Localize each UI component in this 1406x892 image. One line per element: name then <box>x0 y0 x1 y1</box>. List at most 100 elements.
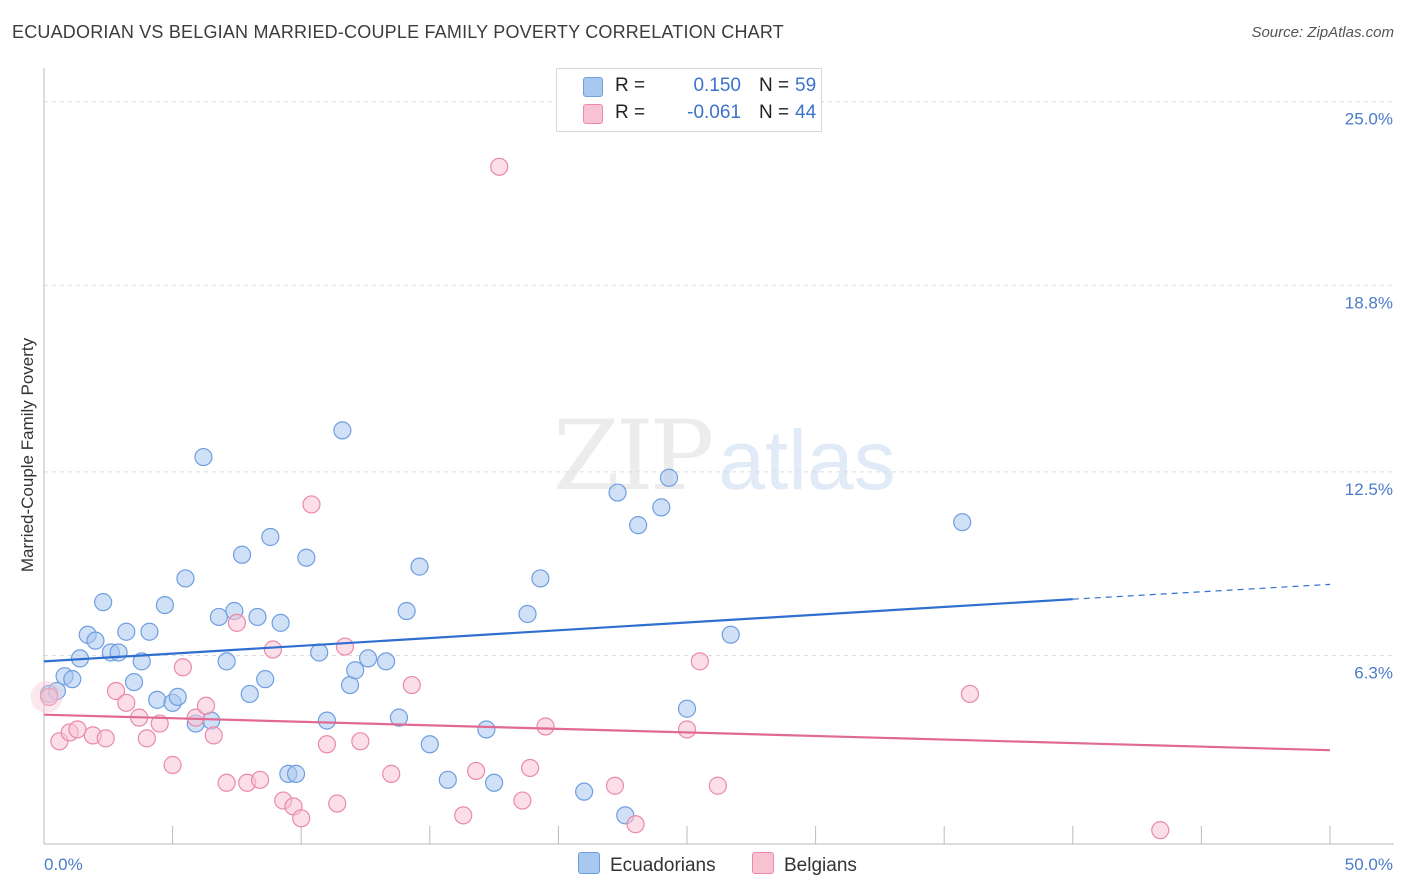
legend-n-value: 59 <box>795 75 817 96</box>
ecuadorian-point <box>659 468 679 487</box>
ecuadorian-point <box>176 569 195 588</box>
belgian-point <box>402 675 421 695</box>
belgian-point <box>960 684 980 704</box>
chart-title: ECUADORIAN VS BELGIAN MARRIED-COUPLE FAM… <box>12 22 784 42</box>
legend-r-label: R = <box>615 102 646 123</box>
ecuadorian-point <box>376 652 396 671</box>
legend-r-value: 0.150 <box>693 75 741 96</box>
bottom-legend-swatch-belgians <box>752 852 774 874</box>
belgian-point <box>466 761 486 781</box>
ecuadorian-point <box>240 684 259 704</box>
ecuadorian-trend-line <box>43 598 1073 663</box>
ecuadorian-point <box>124 672 144 692</box>
ecuadorian-point <box>194 447 213 467</box>
watermark: ZIPatlas <box>553 400 896 512</box>
legend-n-label: N = <box>759 75 790 96</box>
belgian-point <box>40 687 59 706</box>
ecuadorian-point <box>286 764 306 783</box>
belgian-point <box>292 809 311 828</box>
legend-n-label: N = <box>759 102 790 123</box>
watermark-zip: ZIP <box>553 400 714 512</box>
ecuadorian-point <box>420 735 439 754</box>
belgian-point <box>163 755 182 775</box>
belgian-point <box>626 815 645 834</box>
y-tick-label: 25.0% <box>1345 110 1393 129</box>
ecuadorian-point <box>677 699 697 718</box>
belgian-point <box>150 714 169 733</box>
belgian-trend-line <box>43 713 1331 752</box>
y-tick-label: 12.5% <box>1345 480 1393 499</box>
source-label: Source: ZipAtlas.com <box>1251 24 1394 41</box>
ecuadorian-point <box>629 516 648 535</box>
ecuadorian-point <box>256 670 275 689</box>
ecuadorian-point <box>438 770 457 789</box>
belgian-point <box>513 791 532 810</box>
ecuadorian-point <box>132 652 151 671</box>
ecuadorian-point <box>217 652 236 671</box>
ecuadorian-point <box>721 625 740 644</box>
belgian-point <box>351 732 370 751</box>
ecuadorian-point <box>86 631 105 650</box>
belgian-point <box>335 637 355 656</box>
belgian-point <box>690 652 709 671</box>
belgian-point <box>677 720 697 739</box>
legend-swatch-belgians <box>583 104 603 124</box>
y-tick-label: 18.8% <box>1345 293 1393 312</box>
bottom-legend-swatch-ecuadorians <box>578 852 600 874</box>
ecuadorian-point <box>148 690 167 709</box>
legend-r-value: -0.061 <box>687 102 741 123</box>
belgian-point <box>521 758 540 778</box>
ecuadorian-trend-extension <box>1072 583 1331 600</box>
belgian-point <box>173 658 192 677</box>
bottom-legend-label: Belgians <box>784 855 857 876</box>
ecuadorian-point <box>518 604 537 624</box>
ecuadorian-point <box>109 643 128 662</box>
cluster-blob <box>30 680 63 713</box>
ecuadorian-point <box>117 622 136 641</box>
belgian-point <box>1151 821 1170 840</box>
bottom-legend-label: Ecuadorians <box>610 855 716 876</box>
ecuadorian-point <box>168 687 187 706</box>
belgian-point <box>536 717 555 736</box>
belgian-point <box>263 640 283 659</box>
ecuadorian-point <box>155 596 174 615</box>
ecuadorian-point <box>485 773 504 792</box>
belgian-point <box>96 729 115 748</box>
belgian-point <box>382 764 401 783</box>
legend-r-label: R = <box>615 75 646 96</box>
legend-n-value: 44 <box>795 102 817 123</box>
correlation-legend: R = 0.150 N = 59 R = -0.061 N = 44 <box>556 68 822 132</box>
belgian-point <box>217 773 236 792</box>
ecuadorian-point <box>261 527 280 547</box>
ecuadorian-point <box>297 548 316 567</box>
belgian-point <box>117 693 136 712</box>
ecuadorian-point <box>94 593 113 612</box>
ecuadorian-point <box>346 661 365 680</box>
x-tick-label: 50.0% <box>1345 855 1393 874</box>
ecuadorian-point <box>358 649 378 668</box>
ecuadorian-point <box>953 513 972 532</box>
belgian-point <box>68 720 87 739</box>
belgian-point <box>302 495 321 514</box>
bottom-legend-ecuadorians: Ecuadorians <box>578 852 716 877</box>
ecuadorian-point <box>477 720 496 739</box>
ecuadorian-point <box>271 613 290 632</box>
ecuadorian-point <box>652 498 671 517</box>
belgian-point <box>196 696 216 715</box>
watermark-atlas: atlas <box>718 413 896 507</box>
belgian-point <box>250 770 270 789</box>
y-tick-label: 6.3% <box>1354 663 1393 682</box>
ecuadorian-point <box>410 557 429 576</box>
ecuadorian-point <box>248 607 267 627</box>
ecuadorian-point <box>333 421 352 440</box>
belgian-point <box>605 776 625 795</box>
ecuadorian-point <box>63 670 82 689</box>
belgian-point <box>708 776 727 795</box>
belgian-point <box>137 729 156 748</box>
legend-swatch-ecuadorians <box>583 77 603 97</box>
ecuadorian-point <box>317 711 337 730</box>
belgian-point <box>204 726 223 745</box>
bottom-legend-belgians: Belgians <box>752 852 857 877</box>
ecuadorian-point <box>389 708 409 727</box>
ecuadorian-point <box>397 601 416 621</box>
